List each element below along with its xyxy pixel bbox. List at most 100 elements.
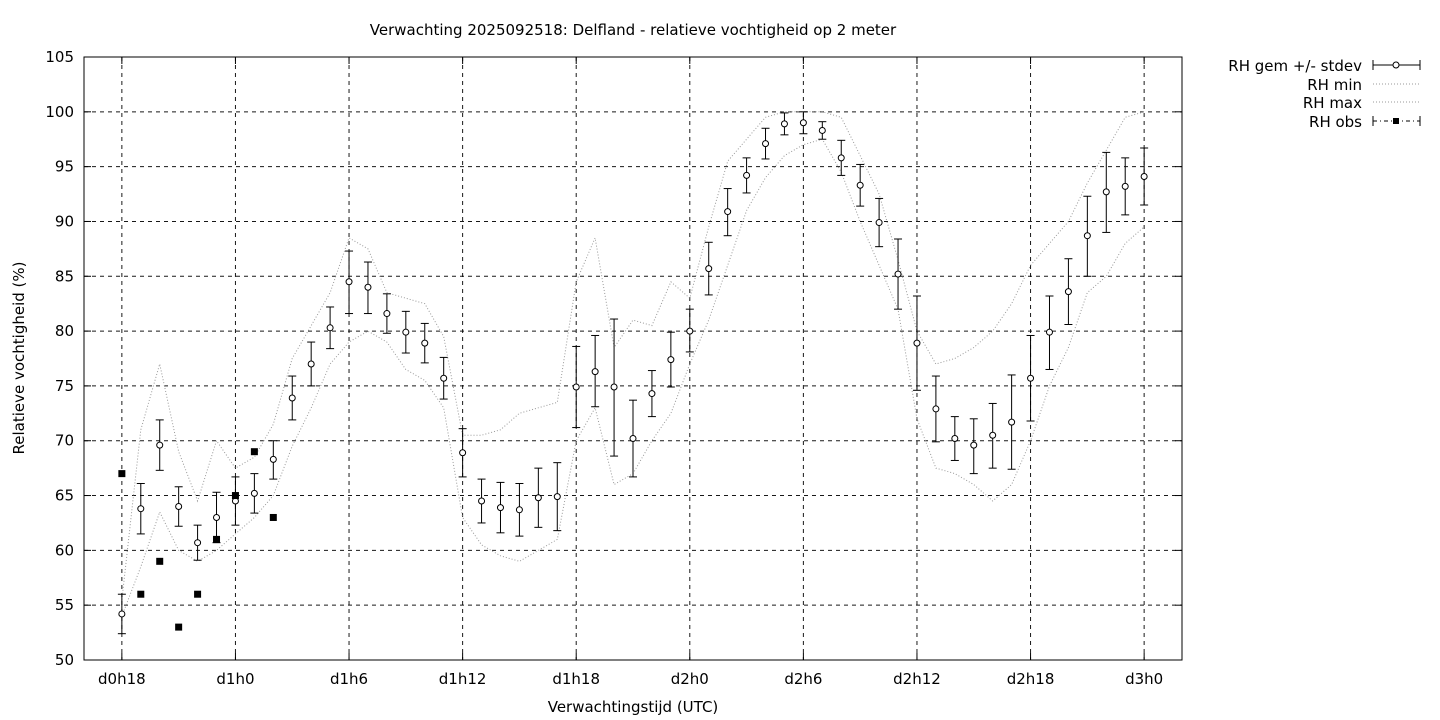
mean-point [970,441,978,449]
obs-point [231,492,239,500]
mean-point [667,356,675,364]
mean-point [572,383,580,391]
y-tick-label: 105 [45,48,74,66]
mean-point [175,503,183,511]
mean-point [648,390,656,398]
x-tick-label: d2h12 [893,670,941,688]
mean-point [913,339,921,347]
legend-sample-obs [1372,116,1421,126]
mean-point [213,513,221,521]
mean-point [856,181,864,189]
x-tick-label: d3h0 [1125,670,1163,688]
y-tick-label: 100 [45,103,74,121]
y-tick-label: 60 [55,541,74,559]
mean-point [1027,374,1035,382]
mean-point [724,208,732,216]
x-tick-label: d1h6 [330,670,368,688]
legend-label-max: RH max [1303,94,1362,112]
x-axis-label: Verwachtingstijd (UTC) [548,698,719,716]
legend-label-obs: RH obs [1309,113,1362,131]
mean-point [591,368,599,376]
series-min [121,138,1145,617]
legend: RH gem +/- stdev RH min RH max RH obs [1228,57,1421,131]
obs-point [156,557,164,565]
mean-point [705,265,713,273]
series-line-min [121,138,1145,617]
mean-point [837,154,845,162]
x-tick-label: d2h6 [784,670,822,688]
y-tick-label: 65 [55,487,74,505]
grid-lines [84,56,1182,661]
series-mean [117,111,1149,635]
mean-point [686,327,694,335]
obs-point [175,623,183,631]
mean-point [326,324,334,332]
mean-point [1121,182,1129,190]
mean-point [1045,328,1053,336]
mean-point [288,394,296,402]
mean-point [421,339,429,347]
mean-point [307,360,315,368]
mean-point [553,493,561,501]
series-line-max [121,111,1145,600]
x-tick-label: d1h12 [439,670,487,688]
obs-point [250,448,258,456]
mean-point [875,219,883,227]
x-tick-label: d2h0 [671,670,709,688]
x-axis: d0h18 d1h0 d1h6 d1h12 d1h18 d2h0 d2h6 d2h12 d2h1… [98,57,1163,688]
mean-point [118,610,126,618]
mean-point [402,328,410,336]
mean-point [515,506,523,514]
mean-point [137,505,145,513]
mean-point [1083,232,1091,240]
x-tick-label: d1h18 [552,670,600,688]
mean-point [383,310,391,318]
y-tick-label: 90 [55,212,74,230]
series-max [121,111,1145,600]
y-tick-label: 95 [55,158,74,176]
y-tick-label: 85 [55,267,74,285]
y-axis-label: Relatieve vochtigheid (%) [10,261,28,454]
obs-point [194,590,202,598]
mean-point [629,435,637,443]
mean-point [534,494,542,502]
x-tick-label: d1h0 [216,670,254,688]
mean-point [496,504,504,512]
mean-point [780,120,788,128]
mean-point [610,383,618,391]
mean-point [989,431,997,439]
y-tick-label: 55 [55,596,74,614]
x-tick-label: d0h18 [98,670,146,688]
legend-label-mean: RH gem +/- stdev [1228,57,1362,75]
mean-point [250,489,258,497]
mean-point [1008,418,1016,426]
series-obs [118,448,277,631]
mean-point [345,278,353,286]
mean-point [194,539,202,547]
mean-point [1102,188,1110,196]
mean-point [894,270,902,278]
obs-point [213,535,221,543]
obs-point [118,470,126,478]
mean-point [932,405,940,413]
mean-point [1064,288,1072,296]
mean-point [440,374,448,382]
mean-point [478,497,486,505]
mean-point [818,126,826,134]
obs-point [269,513,277,521]
mean-point [459,449,467,457]
y-axis: 50 55 60 65 70 75 80 85 90 95 100 105 [45,48,1182,669]
y-tick-label: 70 [55,432,74,450]
mean-point [743,171,751,179]
mean-point [1140,173,1148,181]
mean-point [951,435,959,443]
mean-point [762,140,770,148]
mean-point [364,283,372,291]
y-tick-label: 75 [55,377,74,395]
legend-label-min: RH min [1307,76,1362,94]
y-tick-label: 50 [55,651,74,669]
y-tick-label: 80 [55,322,74,340]
mean-point [269,455,277,463]
x-tick-label: d2h18 [1007,670,1055,688]
